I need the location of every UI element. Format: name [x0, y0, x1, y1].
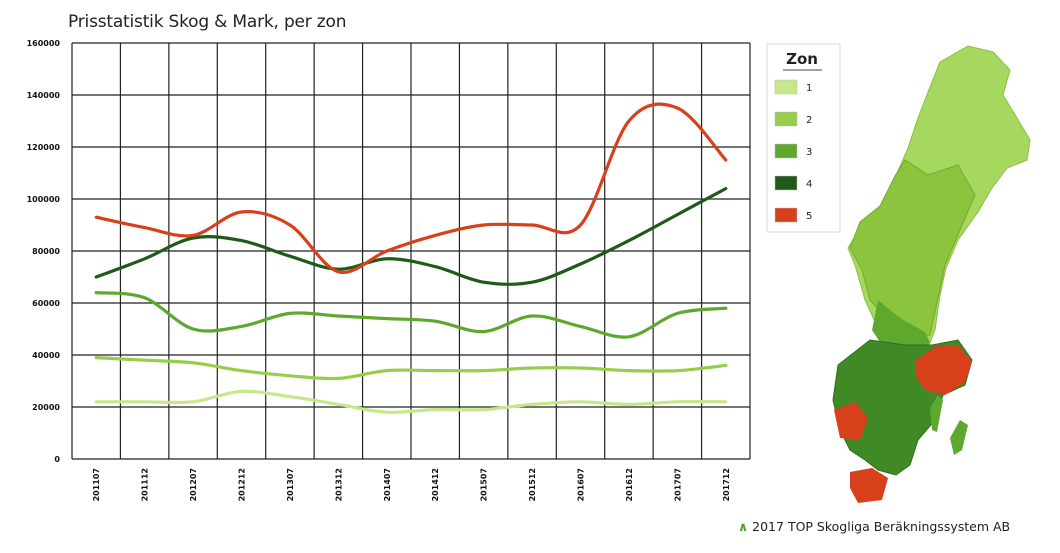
legend-swatch-3	[774, 143, 798, 159]
top-logo-icon: ∧	[738, 519, 749, 534]
y-tick-label: 80000	[32, 247, 60, 256]
y-tick-label: 100000	[27, 195, 61, 204]
x-tick-label: 201112	[141, 468, 150, 501]
chart-grid	[71, 42, 751, 460]
legend-box	[766, 43, 841, 233]
y-tick-label: 0	[54, 455, 60, 464]
legend-label: 5	[806, 211, 812, 222]
legend-label: 2	[806, 115, 812, 126]
x-tick-label: 201407	[383, 468, 392, 501]
y-axis: 0 20000 40000 60000 80000 100000 120000 140000 1…	[27, 39, 61, 464]
copyright-credit: ∧ 2017 TOP Skogliga Beräkningssystem AB	[738, 519, 1010, 534]
x-tick-label: 201712	[722, 468, 731, 501]
y-tick-label: 60000	[32, 299, 60, 308]
y-tick-label: 140000	[27, 91, 61, 100]
x-tick-label: 201107	[92, 468, 101, 501]
x-tick-label: 201607	[577, 468, 586, 501]
legend-title: Zon	[786, 50, 818, 68]
legend-swatch-5	[774, 207, 798, 223]
map-zone-5-south	[850, 468, 888, 503]
sweden-zone-map	[832, 45, 1031, 503]
x-tick-label: 201207	[189, 468, 198, 501]
x-tick-label: 201707	[673, 468, 682, 501]
x-tick-label: 201612	[625, 468, 634, 501]
series-line-zon-3	[94, 291, 728, 339]
chart-title: Prisstatistik Skog & Mark, per zon	[68, 12, 347, 32]
series-line-zon-1	[94, 389, 728, 414]
y-tick-label: 40000	[32, 351, 60, 360]
y-tick-label: 120000	[27, 143, 61, 152]
series-lines	[94, 102, 728, 414]
legend-swatch-1	[774, 79, 798, 95]
series-line-zon-4	[94, 187, 728, 286]
map-oland	[930, 395, 943, 432]
credit-text: 2017 TOP Skogliga Beräkningssystem AB	[752, 519, 1011, 534]
legend-label: 1	[806, 83, 812, 94]
x-tick-label: 201212	[238, 468, 247, 501]
y-tick-label: 20000	[32, 403, 60, 412]
x-tick-label: 201507	[480, 468, 489, 501]
legend-swatch-4	[774, 175, 798, 191]
legend-label: 3	[806, 147, 812, 158]
series-line-zon-5	[94, 102, 728, 274]
legend-swatch-2	[774, 111, 798, 127]
x-tick-label: 201307	[286, 468, 295, 501]
series-line-zon-2	[94, 356, 728, 381]
y-tick-label: 160000	[27, 39, 61, 48]
legend: Zon 1 2 3 4 5	[766, 43, 841, 233]
map-zone-5-west	[834, 402, 868, 440]
map-zone-2	[849, 159, 976, 339]
x-axis: 201107 201112 201207 201212 201307 201312 2014…	[92, 468, 731, 501]
map-gotland	[950, 420, 968, 455]
legend-label: 4	[806, 179, 812, 190]
map-zone-5-east	[915, 345, 972, 395]
x-tick-label: 201312	[334, 468, 343, 501]
x-tick-label: 201512	[528, 468, 537, 501]
x-tick-label: 201412	[431, 468, 440, 501]
